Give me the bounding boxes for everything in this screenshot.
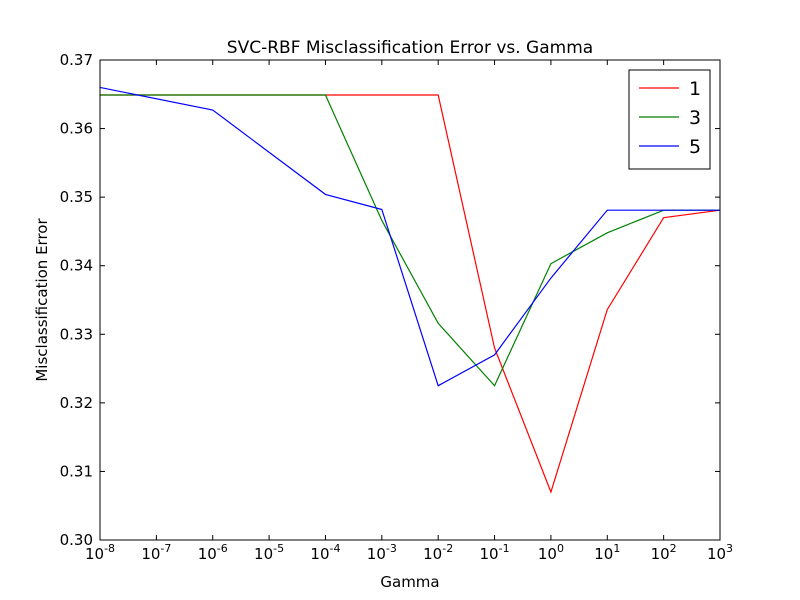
series-line-1 [100,94,721,494]
y-tick-label: 0.30 [60,531,93,549]
y-tick-label: 0.33 [60,325,93,343]
series-line-5 [99,86,720,387]
plot-frame [99,59,721,541]
x-tick-label: 102 [651,542,677,563]
x-tick-label: 101 [594,542,620,563]
x-tick-label: 100 [538,542,564,563]
x-tick-label: 10-5 [254,542,284,563]
legend-label-1: 1 [689,78,701,100]
y-axis-label: Misclassification Error [33,218,51,382]
x-axis-label: Gamma [380,573,439,591]
x-tick-label: 10-6 [198,542,228,563]
x-tick-label: 10-3 [367,542,397,563]
y-tick-label: 0.34 [60,257,93,275]
series-line-3 [100,94,720,387]
legend: 1 3 5 [628,69,711,170]
y-tick-label: 0.37 [60,51,93,69]
y-tick-label: 0.31 [60,462,93,480]
y-tick-label: 0.36 [60,120,93,138]
legend-box [628,69,711,170]
x-tick-label: 10-4 [310,542,340,563]
legend-label-3: 3 [689,107,701,129]
y-tick-label: 0.32 [60,394,93,412]
x-tick-label: 103 [707,542,733,563]
y-tick-label: 0.35 [60,188,93,206]
chart-title: SVC-RBF Misclassification Error vs. Gamm… [227,38,593,58]
x-tick-label: 10-1 [480,542,510,563]
legend-label-5: 5 [689,136,701,158]
x-tick-label: 10-2 [423,542,453,563]
x-tick-label: 10-7 [141,542,171,563]
